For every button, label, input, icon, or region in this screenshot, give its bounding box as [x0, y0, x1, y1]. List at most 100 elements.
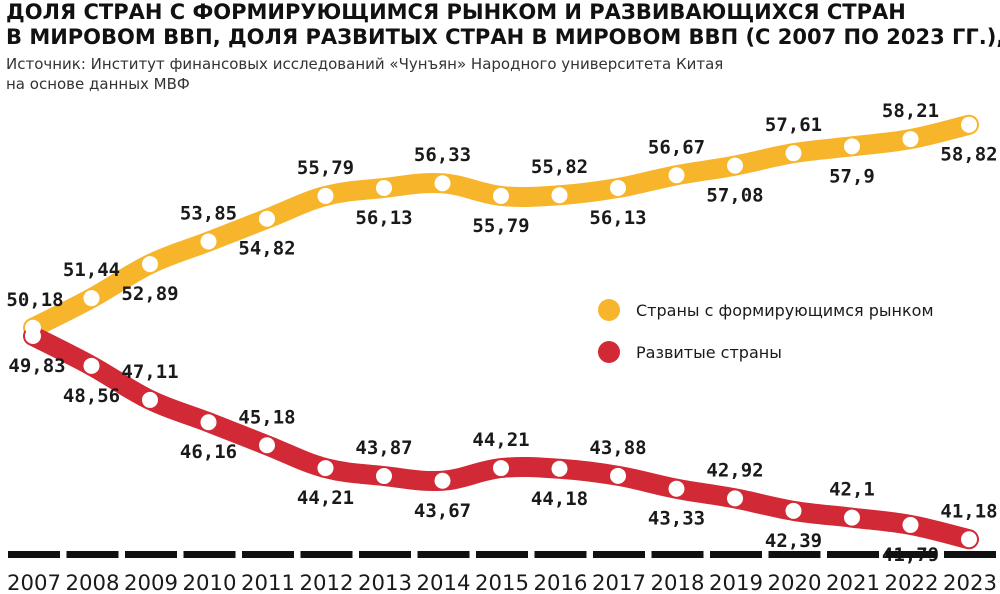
data-label-developed-2015: 44,21	[472, 429, 529, 451]
tick-label-2021: 2021	[826, 571, 880, 594]
tick-label-2019: 2019	[709, 571, 763, 594]
tick-label-2013: 2013	[358, 571, 412, 594]
legend-label-emerging: Страны с формирующимся рынком	[636, 301, 934, 320]
data-label-emerging-2018: 56,67	[648, 136, 705, 158]
tick-label-2012: 2012	[300, 571, 354, 594]
axis-bar-2009	[125, 551, 177, 558]
tick-label-2017: 2017	[592, 571, 646, 594]
axis-bar-2023	[944, 551, 996, 558]
marker-developed-2021	[844, 509, 860, 526]
tick-label-2014: 2014	[417, 571, 471, 594]
data-label-developed-2009: 47,11	[121, 361, 178, 383]
tick-label-2008: 2008	[66, 571, 120, 594]
data-label-developed-2016: 44,18	[531, 488, 588, 510]
tick-label-2018: 2018	[651, 571, 705, 594]
marker-emerging-2016	[551, 187, 568, 204]
marker-emerging-2010	[200, 233, 217, 250]
marker-emerging-2012	[317, 187, 334, 204]
marker-developed-2010	[200, 414, 217, 431]
tick-label-2016: 2016	[534, 571, 588, 594]
marker-emerging-2018	[668, 167, 685, 184]
axis-bar-2015	[476, 551, 528, 558]
marker-emerging-2020	[785, 145, 802, 162]
tick-label-2011: 2011	[241, 571, 295, 594]
data-label-emerging-2008: 51,44	[63, 259, 120, 281]
tick-label-2015: 2015	[475, 571, 529, 594]
data-label-developed-2019: 42,92	[706, 459, 763, 481]
chart-title: ДОЛЯ СТРАН С ФОРМИРУЮЩИМСЯ РЫНКОМ И РАЗВ…	[6, 0, 1000, 50]
marker-emerging-2011	[259, 210, 275, 227]
marker-developed-2015	[493, 460, 509, 477]
marker-developed-2017	[610, 467, 626, 484]
marker-developed-2009	[142, 391, 158, 408]
axis-bar-2012	[300, 551, 353, 558]
data-label-developed-2020: 42,39	[765, 530, 822, 552]
marker-emerging-2015	[493, 187, 509, 204]
axis-bar-2011	[242, 551, 294, 558]
data-label-developed-2011: 45,18	[238, 406, 295, 428]
axis-bar-2017	[593, 551, 645, 558]
data-label-emerging-2021: 57,9	[829, 165, 875, 187]
data-label-developed-2014: 43,67	[414, 500, 471, 522]
axis-bar-2007	[8, 551, 60, 558]
marker-developed-2018	[668, 480, 685, 497]
marker-emerging-2017	[610, 179, 626, 196]
data-label-developed-2010: 46,16	[180, 441, 237, 463]
axis-bar-2014	[417, 551, 470, 558]
axis-bar-2013	[359, 551, 411, 558]
data-label-emerging-2016: 55,82	[531, 156, 588, 178]
legend-label-developed: Развитые страны	[636, 343, 782, 362]
axis-bar-2021	[827, 551, 879, 558]
tick-label-2020: 2020	[768, 571, 822, 594]
chart-title-line-2: В МИРОВОМ ВВП, ДОЛЯ РАЗВИТЫХ СТРАН В МИР…	[6, 25, 1000, 49]
tick-label-2022: 2022	[885, 571, 939, 594]
tick-label-2009: 2009	[124, 571, 178, 594]
data-label-emerging-2007: 50,18	[6, 289, 63, 311]
marker-emerging-2009	[142, 256, 158, 273]
data-label-developed-2008: 48,56	[63, 385, 120, 407]
axis-bar-2018	[651, 551, 704, 558]
legend-swatch-emerging	[598, 299, 620, 321]
data-label-developed-2013: 43,87	[355, 437, 412, 459]
data-label-emerging-2020: 57,61	[765, 114, 822, 136]
axis-bar-2008	[66, 551, 119, 558]
marker-emerging-2008	[83, 290, 100, 307]
marker-developed-2007	[25, 327, 41, 344]
axis-bar-2010	[183, 551, 236, 558]
chart-source-line-2: на основе данных МВФ	[6, 75, 190, 93]
marker-emerging-2013	[376, 179, 392, 196]
marker-developed-2020	[785, 502, 802, 519]
data-label-emerging-2023: 58,82	[940, 144, 997, 166]
marker-emerging-2023	[961, 116, 977, 133]
marker-developed-2016	[551, 460, 568, 477]
axis-bar-2019	[710, 551, 762, 558]
tick-label-2023: 2023	[943, 571, 997, 594]
data-label-developed-2017: 43,88	[589, 437, 646, 459]
data-label-emerging-2013: 56,13	[355, 207, 412, 229]
marker-emerging-2019	[727, 157, 743, 174]
marker-emerging-2014	[434, 175, 451, 192]
chart-source-line-1: Источник: Институт финансовых исследован…	[6, 55, 724, 73]
data-label-developed-2018: 43,33	[648, 508, 705, 530]
data-label-emerging-2015: 55,79	[472, 215, 529, 237]
data-label-emerging-2019: 57,08	[706, 185, 763, 207]
data-label-emerging-2012: 55,79	[297, 157, 354, 179]
marker-developed-2012	[317, 460, 334, 477]
data-label-emerging-2022: 58,21	[882, 100, 939, 122]
data-label-emerging-2011: 54,82	[238, 238, 295, 260]
axis-bar-2020	[768, 551, 821, 558]
chart-source: Источник: Институт финансовых исследован…	[6, 54, 906, 94]
marker-developed-2008	[83, 357, 100, 374]
data-label-emerging-2009: 52,89	[121, 283, 178, 305]
marker-developed-2023	[961, 531, 977, 548]
data-label-emerging-2017: 56,13	[589, 207, 646, 229]
axis-bar-2022	[885, 551, 938, 558]
data-label-developed-2021: 42,1	[829, 479, 875, 501]
data-label-developed-2023: 41,18	[940, 500, 997, 522]
data-label-developed-2007: 49,83	[8, 355, 65, 377]
marker-developed-2014	[434, 472, 451, 489]
marker-developed-2013	[376, 468, 392, 485]
marker-developed-2022	[902, 516, 919, 533]
marker-developed-2019	[727, 490, 743, 507]
